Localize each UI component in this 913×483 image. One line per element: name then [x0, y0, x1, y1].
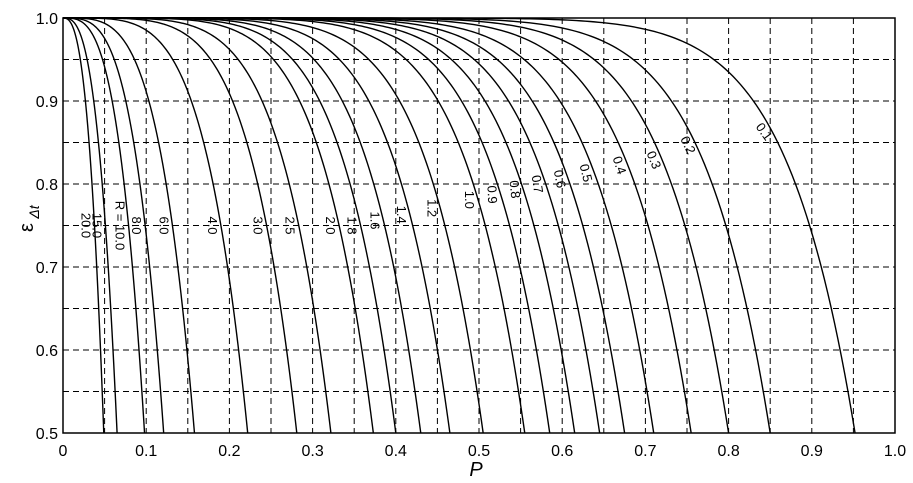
curve-4.0 [63, 17, 249, 434]
x-axis-label: P [469, 459, 483, 481]
curve-label-1.4: 1.4 [394, 206, 409, 224]
x-tick-label: 0.4 [385, 443, 407, 460]
y-tick-label: 1.0 [36, 11, 58, 28]
curve-label-3.0: 3.0 [251, 216, 266, 234]
curve-label-0.7: 0.7 [529, 174, 547, 194]
x-tick-label: 1.0 [884, 443, 906, 460]
x-tick-label: 0.5 [468, 443, 490, 460]
curve-15.0 [62, 17, 118, 434]
curve-3.0 [63, 17, 298, 434]
grid [63, 18, 895, 433]
y-axis-label: ε Δt [16, 204, 42, 232]
curve-label-1.8: 1.8 [345, 216, 360, 234]
curve-label-0.8: 0.8 [506, 180, 523, 200]
y-tick-label: 0.8 [36, 177, 58, 194]
curve-label-8.0: 8.0 [129, 216, 144, 234]
curve-8.0 [62, 17, 165, 434]
y-tick-label: 0.9 [36, 94, 58, 111]
x-tick-label: 0.2 [218, 443, 240, 460]
curve-label-10.0: R = 10.0 [113, 201, 128, 251]
curve-label-1.2: 1.2 [424, 199, 439, 217]
x-tick-label: 0.8 [717, 443, 739, 460]
curve-label-6.0: 6.0 [156, 216, 171, 234]
x-tick-label: 0.3 [301, 443, 323, 460]
y-axis-label-subscript: Δt [26, 204, 42, 219]
curve-label-0.1: 0.1 [753, 120, 776, 143]
curve-label-0.3: 0.3 [644, 149, 665, 171]
curve-2.5 [63, 17, 332, 434]
curve-10.0 [62, 17, 146, 434]
curve-20.0 [62, 17, 105, 434]
x-tick-label: 0.1 [135, 443, 157, 460]
curve-label-0.2: 0.2 [677, 134, 699, 157]
x-tick-label: 0.9 [801, 443, 823, 460]
x-tick-labels: 0 0.1 0.2 0.3 0.4 0.5 0.6 0.7 0.8 0.9 1.0 [59, 443, 907, 460]
y-tick-label: 0.6 [36, 343, 58, 360]
y-tick-label: 0.7 [36, 260, 58, 277]
curve-label-2.0: 2.0 [323, 216, 338, 234]
curve-label-0.6: 0.6 [551, 169, 569, 190]
y-tick-labels: 0.5 0.6 0.7 0.8 0.9 1.0 [36, 11, 58, 443]
curve-label-1.6: 1.6 [367, 211, 382, 229]
x-tick-label: 0.7 [634, 443, 656, 460]
y-axis-label-symbol: ε [16, 223, 38, 232]
curve-label-2.5: 2.5 [283, 216, 298, 234]
curve-labels: 20.015.0 R = 10.0 8.0 6.0 4.0 3.0 2.5 2.0 1.8 1.6… [79, 120, 776, 250]
curve-label-0.9: 0.9 [484, 185, 500, 204]
curve-6.0 [62, 17, 196, 434]
curve-label-0.4: 0.4 [610, 154, 630, 176]
curve-label-4.0: 4.0 [205, 216, 220, 234]
curve-label-1.0: 1.0 [462, 191, 477, 209]
x-tick-label: 0.6 [551, 443, 573, 460]
curve-label-15.0: 15.0 [89, 213, 104, 238]
y-tick-label: 0.5 [36, 426, 58, 443]
curve-label-20.0: 20.0 [79, 213, 94, 238]
plot-frame [62, 17, 896, 434]
x-tick-label: 0 [59, 443, 68, 460]
curve-label-0.5: 0.5 [577, 162, 596, 183]
